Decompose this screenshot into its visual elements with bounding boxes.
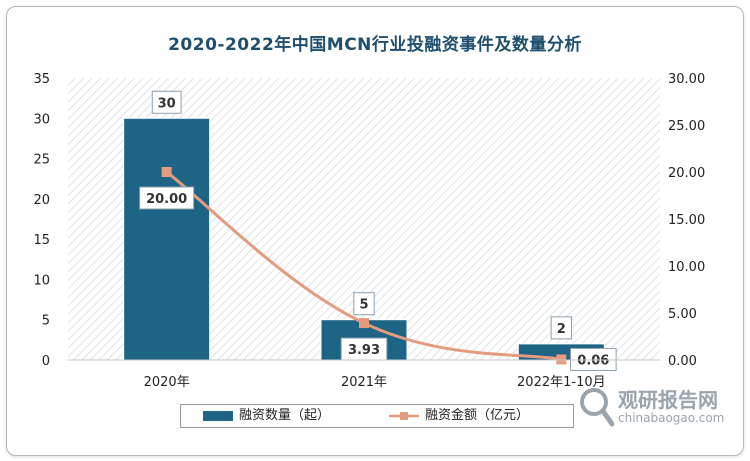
- bar-0: [123, 117, 211, 361]
- y-right-tick-3: 15.00: [668, 213, 705, 228]
- line-label-2: 0.06: [577, 353, 609, 368]
- y-left-tick-4: 20: [33, 193, 50, 208]
- y-right-tick-5: 25.00: [668, 119, 705, 134]
- y-right-tick-2: 10.00: [668, 260, 705, 275]
- legend-label-line: 融资金额（亿元）: [425, 408, 530, 423]
- chart-title: 2020-2022年中国MCN行业投融资事件及数量分析: [168, 35, 582, 55]
- legend: 融资数量（起） 融资金额（亿元）: [180, 404, 574, 428]
- bar-swatch-icon: [203, 411, 233, 421]
- magnifier-logo-icon: [580, 388, 614, 427]
- bar-label-2-box: [550, 316, 573, 340]
- line-marker-swatch-icon: [389, 412, 419, 420]
- bar-label-1-box: [353, 292, 375, 316]
- x-tick-1: 2021年: [341, 375, 387, 390]
- y-left-tick-7: 35: [33, 72, 50, 87]
- line-point-0: [161, 167, 172, 177]
- bar-label-0: 30: [158, 96, 176, 111]
- legend-item-line: 融资金额（亿元）: [387, 407, 567, 425]
- y-left-tick-1: 5: [42, 314, 50, 329]
- watermark-url: chinabaogao.com: [618, 411, 725, 425]
- legend-item-bars: 融资数量（起）: [201, 407, 371, 425]
- y-left-tick-6: 30: [33, 112, 50, 127]
- y-left-tick-3: 15: [33, 233, 50, 248]
- bar-label-0-box: [151, 90, 182, 114]
- watermark: 观研报告网 chinabaogao.com: [578, 384, 728, 434]
- y-left-tick-2: 10: [33, 273, 50, 288]
- line-label-0-box: [139, 186, 195, 210]
- y-right-tick-0: 0.00: [668, 354, 697, 369]
- x-tick-0: 2020年: [144, 375, 190, 390]
- line-point-2: [556, 354, 567, 365]
- line-label-2-box: [570, 347, 617, 371]
- y-left-tick-5: 25: [33, 153, 50, 168]
- y-right-tick-4: 20.00: [668, 166, 705, 181]
- line-label-0: 20.00: [146, 192, 187, 207]
- bar-label-1: 5: [359, 298, 368, 313]
- line-point-1: [359, 318, 369, 329]
- line-label-1: 3.93: [348, 343, 380, 358]
- watermark-brand: 观研报告网: [618, 388, 718, 412]
- y-right-tick-1: 5.00: [668, 307, 697, 322]
- y-right-tick-6: 30.00: [668, 72, 705, 87]
- bar-label-2: 2: [557, 322, 566, 337]
- legend-label-bars: 融资数量（起）: [239, 408, 331, 423]
- y-left-tick-0: 0: [42, 354, 50, 369]
- x-tick-2: 2022年1-10月: [517, 375, 606, 390]
